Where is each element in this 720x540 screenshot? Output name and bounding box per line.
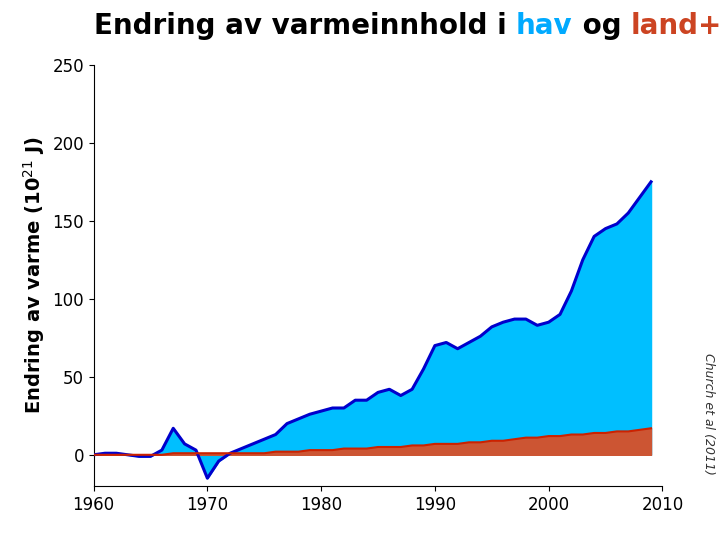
Text: og: og (572, 12, 631, 40)
Text: Church et al (2011): Church et al (2011) (702, 353, 715, 475)
Text: hav: hav (516, 12, 572, 40)
Y-axis label: Endring av varme (10$^{21}$ J): Endring av varme (10$^{21}$ J) (21, 137, 47, 414)
Text: Endring av varmeinnhold i: Endring av varmeinnhold i (94, 12, 516, 40)
Text: land+atm+is: land+atm+is (631, 12, 720, 40)
